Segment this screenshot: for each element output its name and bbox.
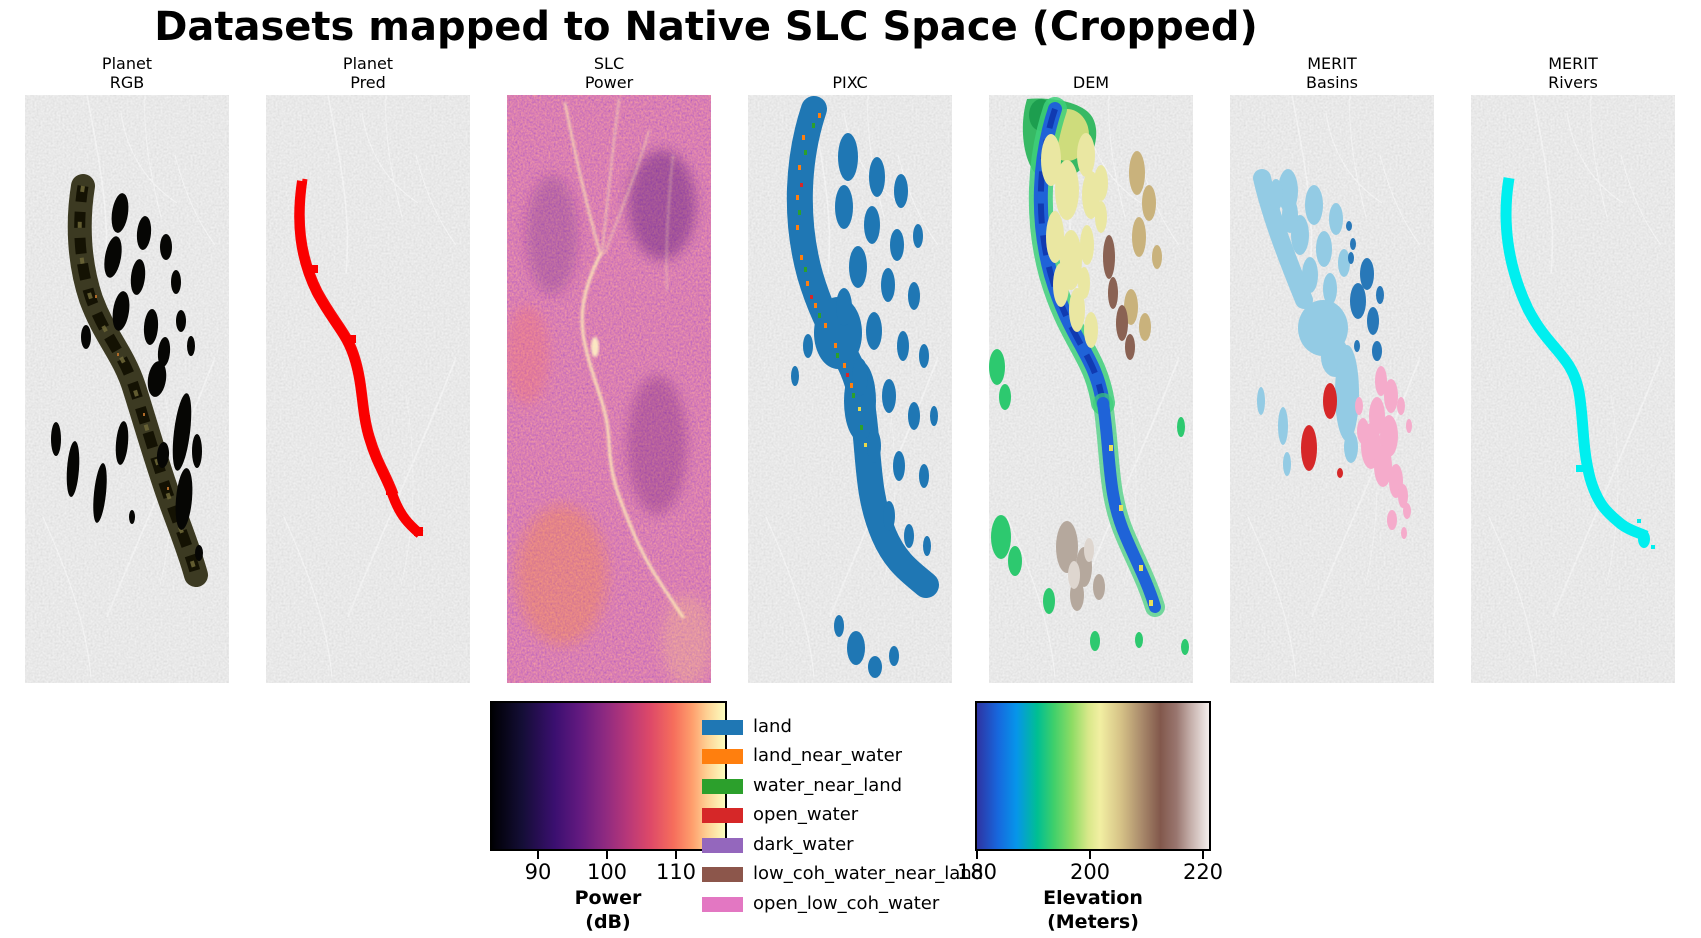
elevation-tick-mark xyxy=(976,851,978,859)
legend-label-water-near-land: water_near_land xyxy=(753,775,903,796)
dem-image xyxy=(989,95,1193,683)
elevation-axis-label-line1: Elevation xyxy=(1043,887,1143,909)
panel-title-line: Rivers xyxy=(1548,73,1598,92)
panel-title: DEM xyxy=(989,48,1193,92)
panel-title-line: Basins xyxy=(1305,73,1359,92)
panel-title: SLC Power xyxy=(507,48,711,92)
legend-label-land-near-water: land_near_water xyxy=(753,745,903,766)
power-axis-label-line2: (dB) xyxy=(585,911,631,933)
legend-label-open-low-coh-water: open_low_coh_water xyxy=(753,893,940,914)
legend-swatch-land-near-water xyxy=(702,749,743,764)
planet-rgb-image xyxy=(25,95,229,683)
panel-title: Planet Pred xyxy=(266,48,470,92)
power-tick-label: 90 xyxy=(524,860,552,884)
elevation-colorbar xyxy=(975,701,1211,851)
panel-title-line: DEM xyxy=(1072,73,1110,92)
merit-rivers-image xyxy=(1471,95,1675,683)
legend-swatch-water-near-land xyxy=(702,779,743,794)
panel-title-line: PIXC xyxy=(832,73,868,92)
elevation-tick-label: 220 xyxy=(1182,860,1224,884)
power-tick-mark xyxy=(537,851,539,859)
panel-title: PIXC xyxy=(748,48,952,92)
power-colorbar xyxy=(490,701,727,851)
panel-title-line: Pred xyxy=(350,73,386,92)
panel-pixc: PIXC xyxy=(748,73,952,683)
panel-title-line: MERIT xyxy=(1307,54,1357,73)
legend-swatch-land xyxy=(702,720,743,735)
figure-title: Datasets mapped to Native SLC Space (Cro… xyxy=(154,4,1258,50)
panel-title-line: SLC xyxy=(593,54,625,73)
power-tick-label: 100 xyxy=(586,860,628,884)
power-tick-label: 110 xyxy=(655,860,697,884)
merit-basins-image xyxy=(1230,95,1434,683)
panel-planet-rgb: Planet RGB xyxy=(25,54,229,683)
elevation-tick-label: 200 xyxy=(1069,860,1111,884)
panel-title: Planet RGB xyxy=(25,48,229,92)
legend-label-dark-water: dark_water xyxy=(753,834,854,855)
planet-pred-image xyxy=(266,95,470,683)
legend-label-land: land xyxy=(753,716,792,737)
panel-dem: DEM xyxy=(989,73,1193,683)
elevation-axis-label-line2: (Meters) xyxy=(1047,911,1139,933)
panel-title-line: Planet xyxy=(342,54,394,73)
panel-title: MERIT Rivers xyxy=(1471,48,1675,92)
panel-title-line: Power xyxy=(584,73,634,92)
legend-label-low-coh-water-near-land: low_coh_water_near_land xyxy=(753,863,984,884)
power-axis-label-line1: Power xyxy=(574,887,642,909)
panel-title: MERIT Basins xyxy=(1230,48,1434,92)
legend-swatch-open-low-coh-water xyxy=(702,897,743,912)
power-tick-mark xyxy=(606,851,608,859)
legend-swatch-open-water xyxy=(702,808,743,823)
slc-power-image xyxy=(507,95,711,683)
legend-swatch-low-coh-water-near-land xyxy=(702,867,743,882)
elevation-axis-label: Elevation (Meters) xyxy=(1013,886,1173,934)
power-tick-mark xyxy=(675,851,677,859)
pixc-image xyxy=(748,95,952,683)
panel-merit-basins: MERIT Basins xyxy=(1230,54,1434,683)
panel-merit-rivers: MERIT Rivers xyxy=(1471,54,1675,683)
elevation-tick-label: 180 xyxy=(956,860,998,884)
panel-slc-power: SLC Power xyxy=(507,54,711,683)
panel-title-line: RGB xyxy=(109,73,145,92)
power-axis-label: Power (dB) xyxy=(528,886,688,934)
elevation-tick-mark xyxy=(1089,851,1091,859)
panel-title-line: Planet xyxy=(101,54,153,73)
panel-title-line: MERIT xyxy=(1548,54,1598,73)
panel-planet-pred: Planet Pred xyxy=(266,54,470,683)
legend-label-open-water: open_water xyxy=(753,804,859,825)
legend-swatch-dark-water xyxy=(702,838,743,853)
elevation-tick-mark xyxy=(1202,851,1204,859)
